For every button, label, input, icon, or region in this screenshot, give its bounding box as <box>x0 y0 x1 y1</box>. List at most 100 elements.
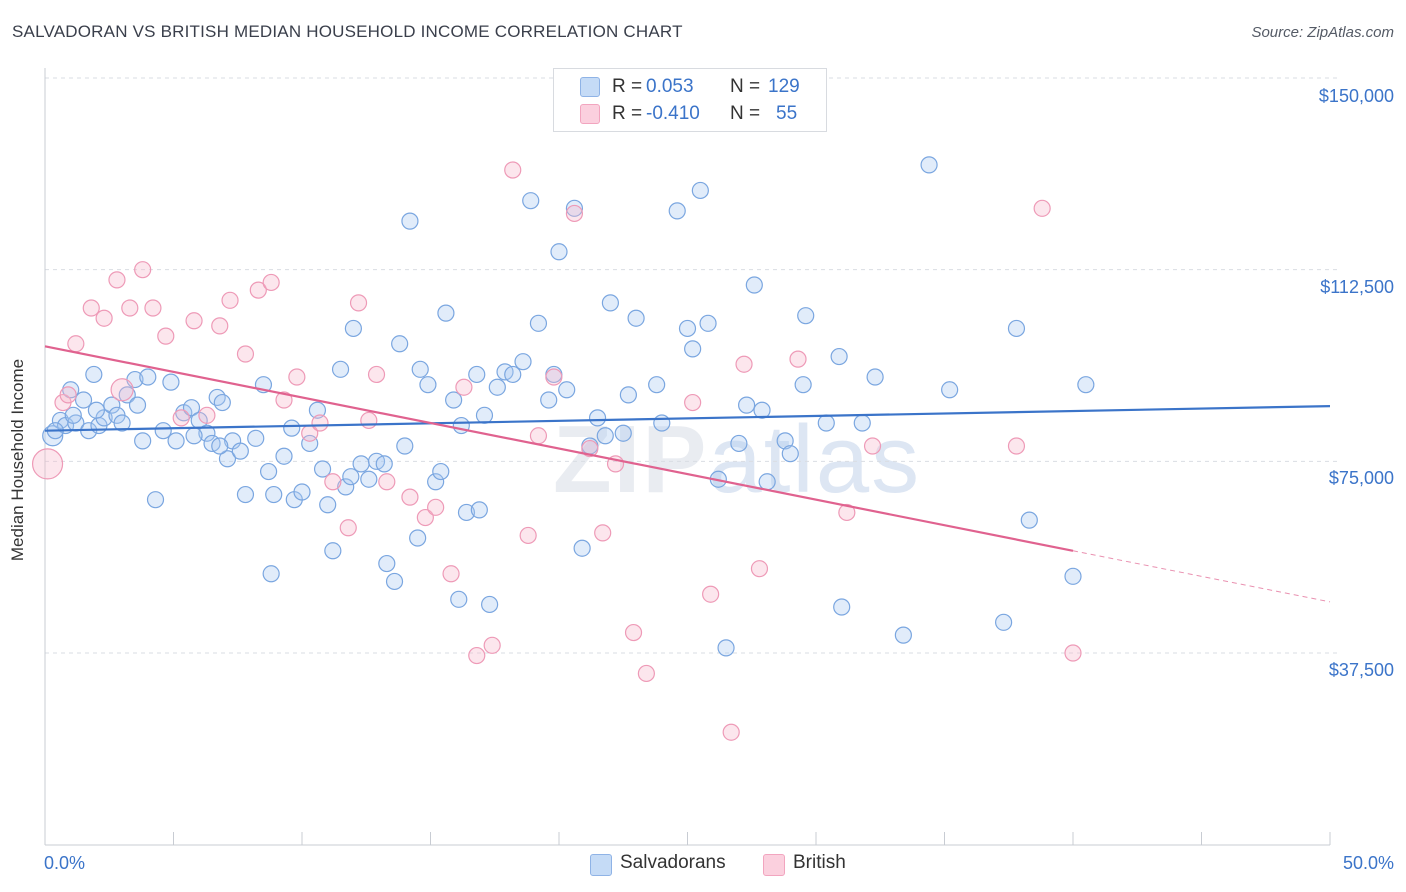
british-point <box>185 312 203 330</box>
salvadoran-point <box>753 401 771 419</box>
british-point <box>702 585 720 603</box>
british-point <box>59 386 77 404</box>
british-point <box>367 365 386 384</box>
british-point <box>401 488 419 506</box>
british-point <box>637 664 655 683</box>
salvadoran-point <box>995 613 1013 631</box>
salvadoran-point <box>396 437 414 455</box>
british-point <box>838 503 856 522</box>
series-label-british: British <box>793 852 846 873</box>
salvadoran-point <box>745 276 763 294</box>
salvadoran-point <box>833 598 851 616</box>
salvadoran-point <box>198 424 216 442</box>
salvadoran-point <box>614 424 632 442</box>
salvadoran-trend-line <box>44 405 1331 432</box>
salvadoran-point <box>529 314 548 332</box>
british-point <box>349 294 368 312</box>
y-tick-label: $112,500 <box>1320 277 1394 297</box>
salvadoran-point <box>504 365 522 384</box>
salvadoran-point <box>247 429 265 447</box>
salvadoran-point <box>185 427 203 445</box>
salvadoran-point <box>437 304 455 322</box>
salvadoran-point <box>738 396 756 414</box>
salvadoran-point <box>866 368 884 386</box>
british-point <box>31 448 64 480</box>
salvadoran-point <box>488 378 506 396</box>
salvadoran-point <box>391 335 409 353</box>
salvadoran-point <box>1064 567 1082 585</box>
y-tick-label: $75,000 <box>1328 468 1394 488</box>
salvadoran-point <box>231 442 249 460</box>
salvadoran-point <box>283 419 301 437</box>
salvadoran-point <box>468 365 486 384</box>
salvadoran-point <box>352 455 370 473</box>
source-label: Source: ZipAtlas.com <box>1251 24 1394 41</box>
salvadoran-point <box>213 393 231 412</box>
salvadoran-point <box>668 202 686 220</box>
salvadoran-point <box>146 491 165 509</box>
british-point <box>722 723 740 741</box>
salvadoran-point <box>648 376 666 394</box>
legend-n-value: 129 <box>768 76 800 97</box>
x-tick-label: 50.0% <box>1342 853 1394 873</box>
salvadoran-point <box>409 529 427 547</box>
salvadoran-point <box>259 462 278 481</box>
salvadoran-point <box>74 391 93 409</box>
british-point <box>750 560 769 578</box>
salvadoran-point <box>87 401 106 419</box>
salvadoran-point <box>699 314 717 332</box>
salvadoran-point <box>941 381 959 399</box>
british-point <box>198 406 216 424</box>
british-point <box>324 473 342 491</box>
salvadoran-point <box>627 309 645 327</box>
salvadoran-point <box>457 503 476 522</box>
salvadoran-point <box>475 406 494 424</box>
salvadoran-point <box>853 414 871 432</box>
series-swatch-salvadorans <box>590 854 612 876</box>
salvadoran-point <box>378 554 396 573</box>
salvadoran-point <box>324 542 342 560</box>
series-label-salvadorans: Salvadorans <box>620 852 726 873</box>
british-point <box>211 317 229 335</box>
british-point <box>624 623 643 642</box>
salvadoran-point <box>419 376 437 394</box>
british-point <box>236 345 255 363</box>
salvadoran-point <box>758 473 776 491</box>
salvadoran-point <box>481 595 499 614</box>
salvadoran-point <box>313 460 332 478</box>
british-point <box>262 273 280 292</box>
salvadoran-point <box>794 376 812 394</box>
salvadoran-point <box>797 307 815 325</box>
salvadoran-point <box>558 381 576 399</box>
british-point <box>378 473 396 491</box>
salvadoran-point <box>450 590 468 608</box>
salvadoran-point <box>684 340 702 358</box>
salvadoran-point <box>385 572 404 591</box>
salvadoran-point <box>360 470 378 488</box>
salvadoran-point <box>470 501 488 519</box>
x-tick-label: 0.0% <box>44 853 86 873</box>
british-point <box>82 299 100 317</box>
british-point <box>67 335 85 353</box>
legend-r-label: R = <box>612 103 643 124</box>
salvadoran-point <box>162 373 180 391</box>
salvadoran-point <box>113 414 131 432</box>
salvadoran-point <box>139 368 157 386</box>
british-point <box>1064 644 1082 662</box>
legend-r-value: 0.053 <box>646 76 694 97</box>
salvadoran-point <box>265 485 283 504</box>
salvadoran-point <box>596 427 614 445</box>
british-point <box>581 439 599 458</box>
salvadoran-point <box>411 360 429 378</box>
salvadoran-point <box>1007 319 1026 338</box>
salvadoran-point <box>308 401 327 419</box>
british-point <box>360 411 378 430</box>
british-point <box>134 261 152 279</box>
british-point <box>789 350 807 368</box>
salvadoran-point <box>601 294 620 312</box>
salvadoran-point <box>653 414 671 432</box>
salvadoran-point <box>565 199 584 217</box>
british-point <box>1007 437 1026 455</box>
british-point <box>519 526 537 545</box>
salvadoran-point <box>550 243 568 261</box>
